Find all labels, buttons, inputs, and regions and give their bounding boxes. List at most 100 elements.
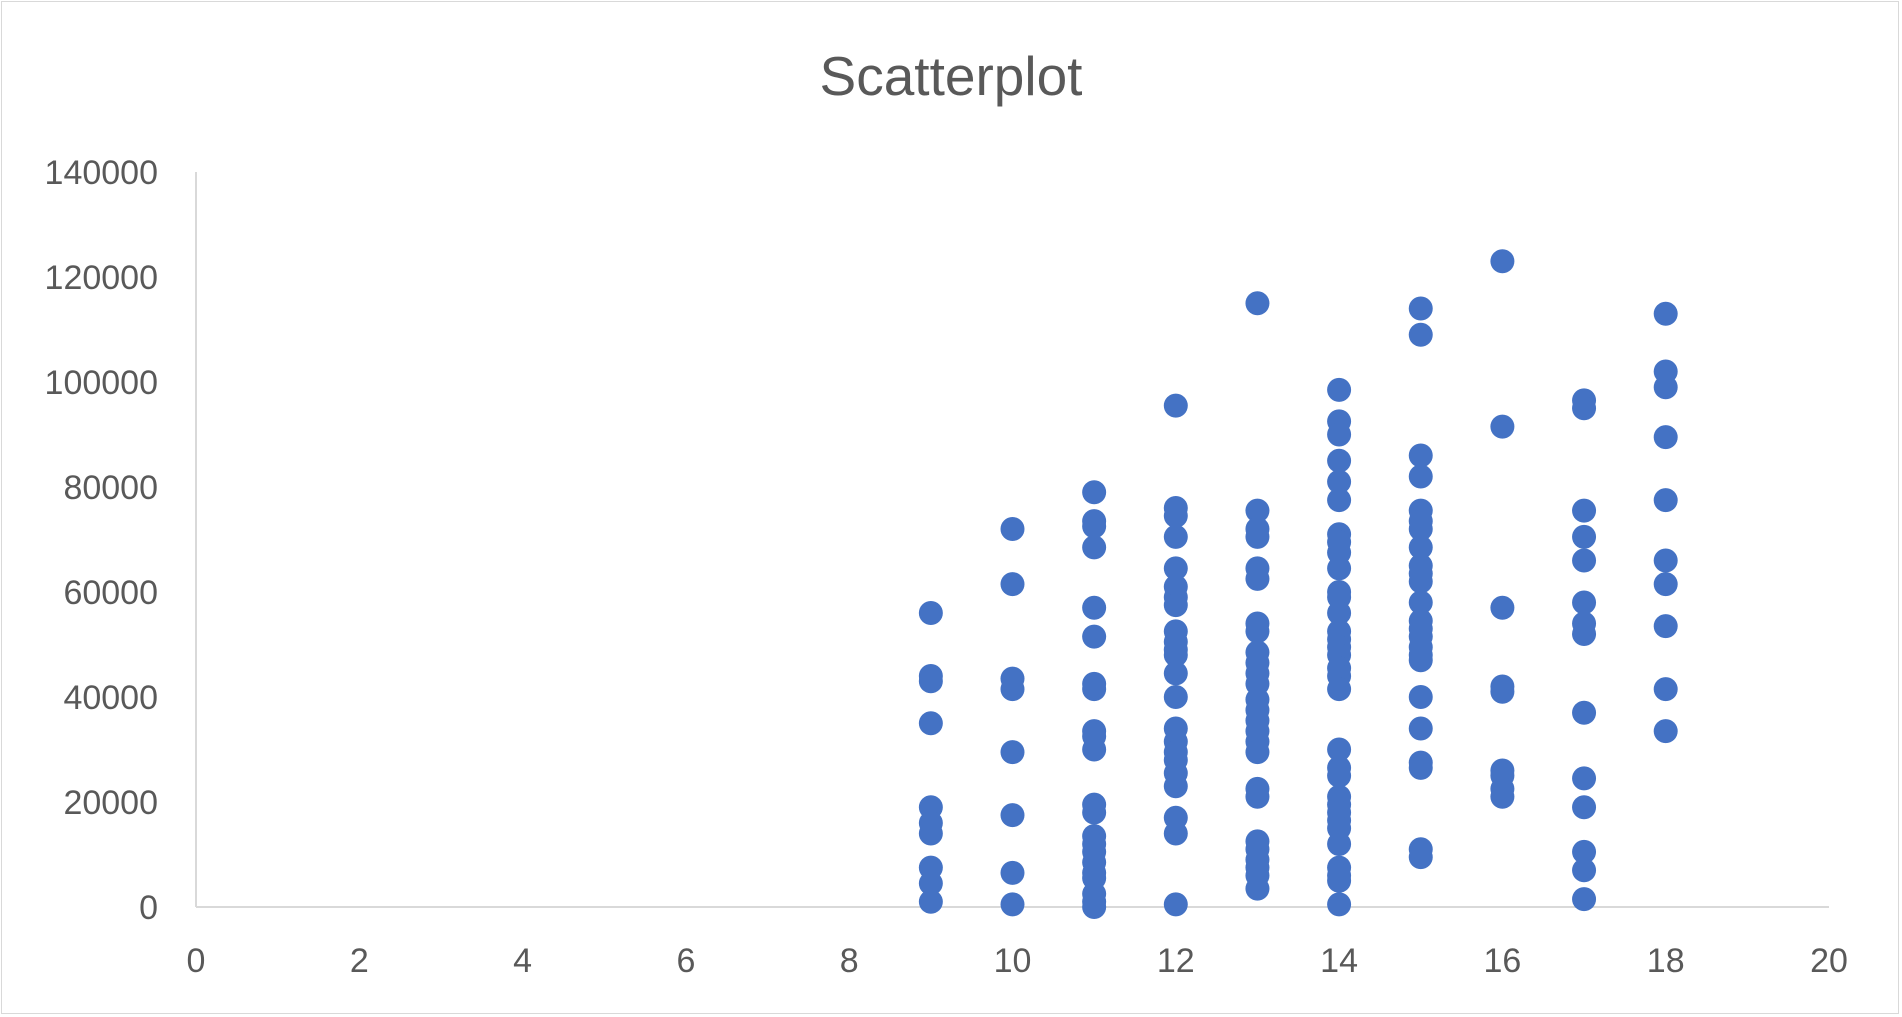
data-point <box>1408 648 1433 673</box>
data-point <box>1000 892 1025 917</box>
data-point <box>1327 448 1352 473</box>
data-point <box>1653 488 1678 513</box>
x-tick-label: 4 <box>513 942 532 980</box>
x-tick-label: 12 <box>1157 942 1195 980</box>
data-point <box>1327 737 1352 762</box>
y-tick-label: 60000 <box>63 574 158 612</box>
data-point <box>1408 443 1433 468</box>
data-point <box>1245 740 1270 765</box>
data-point <box>1408 464 1433 489</box>
data-point <box>1327 422 1352 447</box>
data-point <box>1408 755 1433 780</box>
data-point <box>1572 700 1597 725</box>
data-point <box>1082 535 1107 560</box>
data-point <box>1327 488 1352 513</box>
data-point <box>1000 740 1025 765</box>
data-point <box>1327 677 1352 702</box>
y-tick-label: 80000 <box>63 469 158 507</box>
data-point <box>1327 469 1352 494</box>
data-point <box>1408 590 1433 615</box>
data-point <box>1572 396 1597 421</box>
y-tick-label: 100000 <box>45 364 158 402</box>
data-point <box>1653 375 1678 400</box>
data-point <box>1653 548 1678 573</box>
y-axis-ticks: 0 20000 40000 60000 80000 100000 120000 140000 <box>45 154 158 927</box>
data-point <box>1327 868 1352 893</box>
data-point <box>1245 619 1270 644</box>
data-point <box>1327 892 1352 917</box>
x-tick-label: 14 <box>1320 942 1358 980</box>
data-point <box>1572 887 1597 912</box>
data-point <box>1163 524 1188 549</box>
data-point <box>1572 766 1597 791</box>
data-points <box>918 249 1678 919</box>
data-point <box>1490 414 1515 439</box>
data-point <box>918 711 943 736</box>
data-point <box>1082 800 1107 825</box>
x-tick-label: 18 <box>1647 942 1685 980</box>
x-tick-label: 6 <box>676 942 695 980</box>
data-point <box>1408 296 1433 321</box>
data-point <box>1000 677 1025 702</box>
data-point <box>1408 535 1433 560</box>
data-point <box>1490 249 1515 274</box>
data-point <box>918 871 943 896</box>
data-point <box>1327 377 1352 402</box>
y-tick-label: 120000 <box>45 259 158 297</box>
x-tick-label: 10 <box>994 942 1032 980</box>
data-point <box>1163 821 1188 846</box>
data-point <box>1082 480 1107 505</box>
data-point <box>1408 716 1433 741</box>
data-point <box>1245 498 1270 523</box>
data-point <box>1000 803 1025 828</box>
data-point <box>1572 795 1597 820</box>
data-point <box>1490 679 1515 704</box>
x-tick-label: 2 <box>350 942 369 980</box>
data-point <box>1327 556 1352 581</box>
data-point <box>1082 677 1107 702</box>
x-tick-label: 0 <box>187 942 206 980</box>
data-point <box>1163 393 1188 418</box>
data-point <box>1245 291 1270 316</box>
data-point <box>1572 590 1597 615</box>
data-point <box>1327 601 1352 625</box>
data-point <box>1653 719 1678 744</box>
data-point <box>1408 322 1433 347</box>
data-point <box>1408 685 1433 709</box>
data-point <box>1408 569 1433 594</box>
data-point <box>1408 517 1433 541</box>
data-point <box>1245 566 1270 591</box>
data-point <box>1082 624 1107 649</box>
data-point <box>1490 595 1515 620</box>
data-point <box>1245 784 1270 809</box>
data-point <box>1082 595 1107 620</box>
data-point <box>1082 895 1107 919</box>
data-point <box>1572 858 1597 883</box>
data-point <box>1245 876 1270 901</box>
data-point <box>1163 892 1188 917</box>
data-point <box>1163 774 1188 799</box>
data-point <box>1082 737 1107 762</box>
data-point <box>1163 685 1188 709</box>
y-tick-label: 140000 <box>45 154 158 192</box>
data-point <box>1327 832 1352 856</box>
data-point <box>1653 301 1678 326</box>
y-tick-label: 40000 <box>63 679 158 717</box>
data-point <box>1572 548 1597 573</box>
data-point <box>1572 622 1597 646</box>
y-tick-label: 0 <box>139 889 158 927</box>
data-point <box>1653 614 1678 639</box>
chart-title: Scatterplot <box>820 45 1083 107</box>
data-point <box>1000 517 1025 541</box>
data-point <box>1653 677 1678 702</box>
data-point <box>1572 839 1597 864</box>
data-point <box>1572 524 1597 549</box>
x-tick-label: 16 <box>1483 942 1521 980</box>
data-point <box>1408 845 1433 870</box>
data-point <box>918 601 943 625</box>
x-tick-label: 20 <box>1810 942 1848 980</box>
data-point <box>1163 556 1188 581</box>
data-point <box>1653 425 1678 450</box>
data-point <box>1163 643 1188 667</box>
data-point <box>1653 572 1678 597</box>
